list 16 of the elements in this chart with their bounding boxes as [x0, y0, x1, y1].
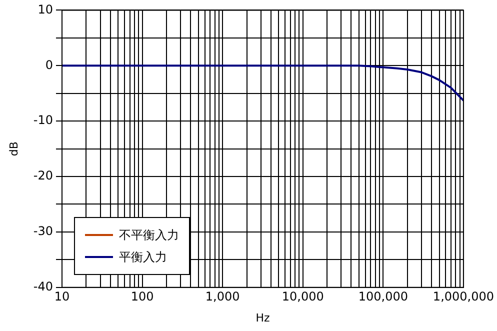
x-tick-label: 1,000 [205, 290, 240, 304]
y-tick-label: -10 [33, 113, 53, 128]
x-tick-label: 10 [54, 290, 70, 304]
x-tick-label: 10,000 [282, 290, 324, 304]
y-tick-label: -30 [33, 224, 53, 238]
y-tick-label: 0 [45, 58, 53, 72]
legend-label: 平衡入力 [119, 249, 167, 266]
y-tick-label: -20 [33, 168, 53, 183]
y-tick-label: -40 [33, 280, 53, 294]
y-axis-title: dB [7, 142, 20, 156]
x-tick-label: 100,000 [358, 290, 408, 304]
x-tick-label: 100 [130, 290, 154, 304]
x-axis-title: Hz [256, 311, 270, 324]
y-tick-label: 10 [38, 2, 53, 16]
x-tick-label: 1,000,000 [432, 290, 494, 304]
legend-label: 不平衡入力 [119, 227, 179, 244]
